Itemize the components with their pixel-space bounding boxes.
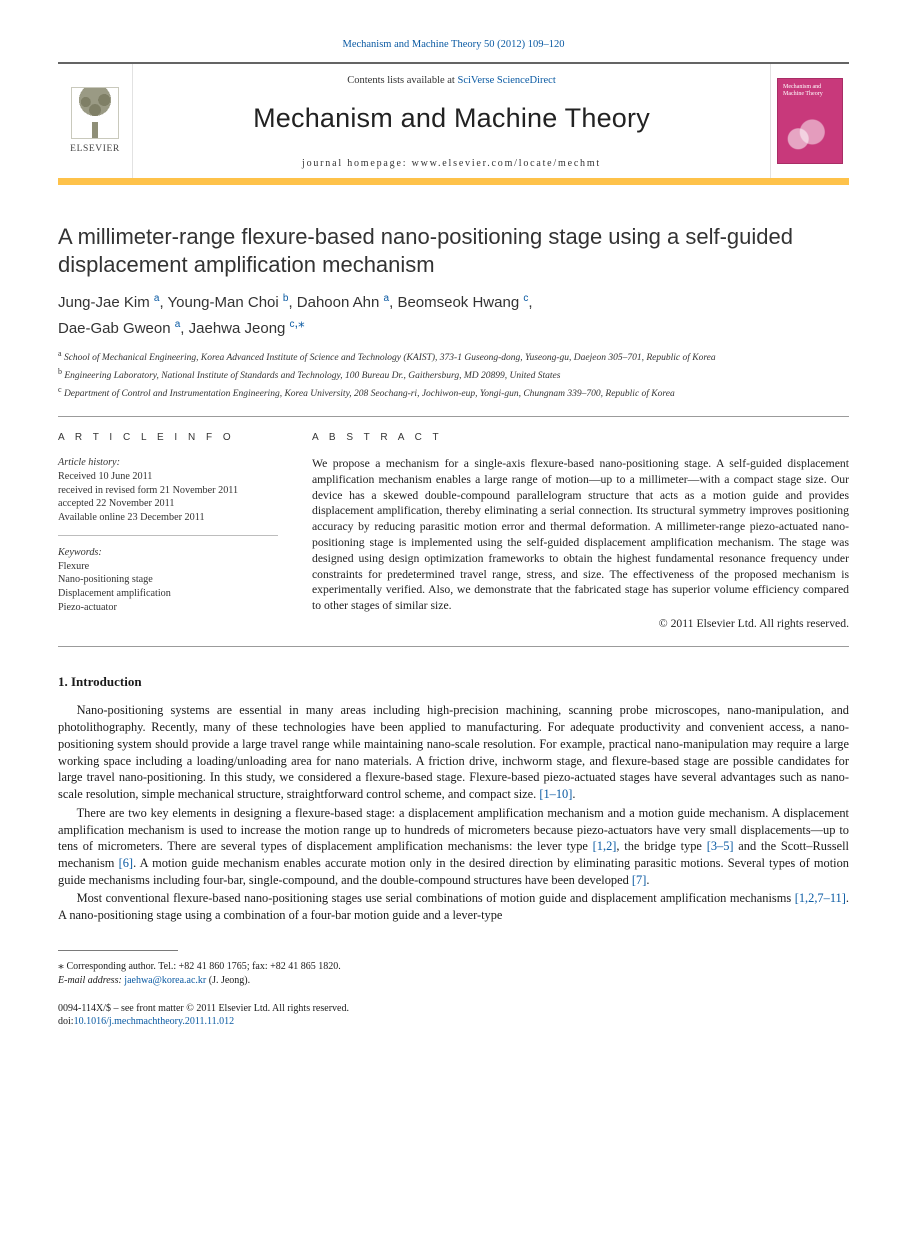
contents-available-line: Contents lists available at SciVerse Sci… xyxy=(141,74,762,88)
body-paragraph: Most conventional flexure-based nano-pos… xyxy=(58,890,849,923)
issn-copyright: © 2011 Elsevier Ltd. All rights reserved… xyxy=(186,1003,349,1014)
cover-thumb-wrap: Mechanism and Machine Theory xyxy=(771,64,849,178)
abstract-text: We propose a mechanism for a single-axis… xyxy=(312,456,849,614)
author-affil-marker: b xyxy=(283,293,289,304)
corr-tel: +82 41 860 1765 xyxy=(179,961,247,972)
authors-line: Jung-Jae Kim a, Young-Man Choi b, Dahoon… xyxy=(58,292,849,340)
divider xyxy=(58,416,849,417)
section-heading-intro: 1. Introduction xyxy=(58,673,849,691)
masthead: ELSEVIER Contents lists available at Sci… xyxy=(58,62,849,185)
history-item: Received 10 June 2011 xyxy=(58,470,278,484)
journal-ref-link[interactable]: Mechanism and Machine Theory 50 (2012) 1… xyxy=(342,39,564,50)
corr-label: Corresponding author. Tel.: xyxy=(67,961,179,972)
body-paragraph: There are two key elements in designing … xyxy=(58,805,849,889)
history-item: received in revised form 21 November 201… xyxy=(58,484,278,498)
author-affil-marker: a xyxy=(154,293,160,304)
citation-link[interactable]: [7] xyxy=(632,873,646,887)
article-info-heading: A R T I C L E I N F O xyxy=(58,431,278,445)
elsevier-logo: ELSEVIER xyxy=(62,87,128,156)
abstract-copyright: © 2011 Elsevier Ltd. All rights reserved… xyxy=(312,616,849,632)
citation-link[interactable]: [3–5] xyxy=(707,839,734,853)
keyword-item: Piezo-actuator xyxy=(58,601,278,615)
author-affil-marker: c xyxy=(523,293,528,304)
issn-prefix: 0094-114X/$ – see front matter xyxy=(58,1003,186,1014)
author: Dahoon Ahn a xyxy=(297,294,389,311)
author: Beomseok Hwang c xyxy=(397,294,528,311)
history-item: accepted 22 November 2011 xyxy=(58,497,278,511)
corresponding-star-icon: ,⁎ xyxy=(295,315,305,330)
article-history-label: Article history: xyxy=(58,456,278,470)
star-icon: ⁎ xyxy=(58,958,64,972)
corr-email-link[interactable]: jaehwa@korea.ac.kr xyxy=(124,975,206,986)
keyword-item: Flexure xyxy=(58,560,278,574)
publisher-name: ELSEVIER xyxy=(70,143,120,156)
cover-caption: Mechanism and Machine Theory xyxy=(783,84,843,97)
issn-block: 0094-114X/$ – see front matter © 2011 El… xyxy=(58,1002,849,1029)
journal-cover-thumb: Mechanism and Machine Theory xyxy=(777,78,843,164)
author: Dae-Gab Gweon a xyxy=(58,320,180,337)
divider xyxy=(58,646,849,647)
elsevier-tree-icon xyxy=(71,87,119,139)
history-item: Available online 23 December 2011 xyxy=(58,511,278,525)
email-label: E-mail address: xyxy=(58,975,124,986)
footnote-rule xyxy=(58,950,178,951)
keyword-item: Displacement amplification xyxy=(58,587,278,601)
abstract-col: A B S T R A C T We propose a mechanism f… xyxy=(312,431,849,632)
info-abstract-row: A R T I C L E I N F O Article history: R… xyxy=(58,431,849,632)
keywords-label: Keywords: xyxy=(58,546,278,560)
keyword-item: Nano-positioning stage xyxy=(58,573,278,587)
author: Young-Man Choi b xyxy=(168,294,289,311)
author: Jaehwa Jeong c,⁎ xyxy=(189,320,305,337)
cover-art-icon xyxy=(785,116,829,154)
keywords-list: FlexureNano-positioning stageDisplacemen… xyxy=(58,560,278,615)
affiliation-a: a School of Mechanical Engineering, Kore… xyxy=(58,348,849,366)
corresponding-footnote: ⁎ Corresponding author. Tel.: +82 41 860… xyxy=(58,957,849,988)
author-affil-marker: a xyxy=(175,319,181,330)
body-paragraph: Nano-positioning systems are essential i… xyxy=(58,702,849,802)
journal-title: Mechanism and Machine Theory xyxy=(141,100,762,136)
article-history-list: Received 10 June 2011received in revised… xyxy=(58,470,278,525)
homepage-url: www.elsevier.com/locate/mechmt xyxy=(412,158,601,169)
affiliations: a School of Mechanical Engineering, Kore… xyxy=(58,348,849,402)
citation-link[interactable]: [6] xyxy=(119,856,133,870)
author-affil-marker: a xyxy=(384,293,390,304)
journal-ref-header: Mechanism and Machine Theory 50 (2012) 1… xyxy=(58,38,849,52)
contents-prefix: Contents lists available at xyxy=(347,75,457,86)
masthead-center: Contents lists available at SciVerse Sci… xyxy=(132,64,771,178)
journal-homepage-line: journal homepage: www.elsevier.com/locat… xyxy=(141,157,762,171)
abstract-heading: A B S T R A C T xyxy=(312,431,849,445)
article-title: A millimeter-range flexure-based nano-po… xyxy=(58,223,849,278)
affiliation-c: c Department of Control and Instrumentat… xyxy=(58,384,849,402)
citation-link[interactable]: [1,2] xyxy=(593,839,617,853)
info-divider xyxy=(58,535,278,536)
corr-fax-label: ; fax: xyxy=(247,961,270,972)
sciencedirect-link[interactable]: SciVerse ScienceDirect xyxy=(457,75,555,86)
publisher-block: ELSEVIER xyxy=(58,64,132,178)
corr-fax: +82 41 865 1820. xyxy=(270,961,341,972)
doi-link[interactable]: 10.1016/j.mechmachtheory.2011.11.012 xyxy=(74,1016,235,1027)
doi-label: doi: xyxy=(58,1016,74,1027)
article-info-col: A R T I C L E I N F O Article history: R… xyxy=(58,431,278,632)
affiliation-b: b Engineering Laboratory, National Insti… xyxy=(58,366,849,384)
author: Jung-Jae Kim a xyxy=(58,294,159,311)
citation-link[interactable]: [1–10] xyxy=(539,787,572,801)
email-suffix: (J. Jeong). xyxy=(206,975,250,986)
homepage-prefix: journal homepage: xyxy=(302,158,412,169)
citation-link[interactable]: [1,2,7–11] xyxy=(795,891,846,905)
intro-body: Nano-positioning systems are essential i… xyxy=(58,702,849,924)
